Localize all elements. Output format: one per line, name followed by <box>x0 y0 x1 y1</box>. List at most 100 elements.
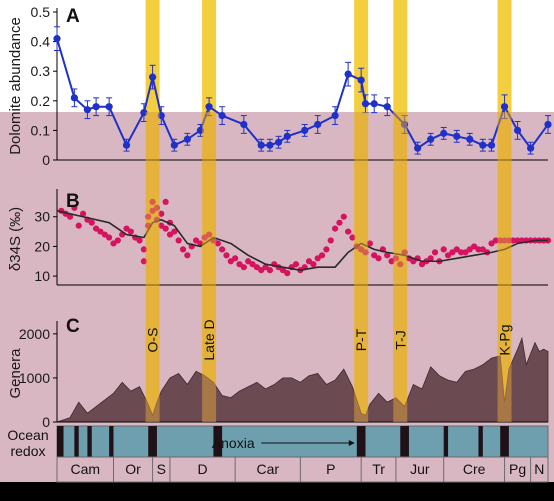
sulfur-point-90 <box>418 261 426 268</box>
sulfur-point-55 <box>266 267 274 274</box>
event-band-overlay-3 <box>393 112 408 422</box>
sulfur-point-111 <box>510 237 517 244</box>
sulfur-point-10 <box>101 231 108 238</box>
panel-a-y-axis-label: Dolomite abundance <box>7 17 24 155</box>
dolomite-point-0 <box>53 35 61 43</box>
period-label-4: Car <box>256 461 279 477</box>
sulfur-point-83 <box>388 258 395 265</box>
sulfur-point-8 <box>93 225 100 232</box>
sulfur-point-13 <box>114 237 121 244</box>
period-label-8: Cre <box>463 461 486 477</box>
geologic-period-axis: Cam Or S D Car P Tr Jur Cre Pg N <box>56 456 549 483</box>
panel-label-c: C <box>66 316 80 337</box>
sulfur-point-35 <box>179 246 187 253</box>
period-axis-frame <box>56 456 549 483</box>
period-label-5: P <box>326 461 335 477</box>
period-label-10: N <box>534 461 544 477</box>
redox-anoxic-span-10 <box>500 426 509 457</box>
sulfur-point-33 <box>171 228 178 235</box>
dolomite-point-35 <box>500 103 509 111</box>
dolomite-point-38 <box>544 120 552 129</box>
sulfur-point-49 <box>240 264 247 271</box>
dolomite-point-34 <box>487 141 496 149</box>
background-upper <box>0 0 554 112</box>
event-band-overlay-1 <box>202 112 217 422</box>
sulfur-point-28 <box>158 210 165 217</box>
dolomite-point-30 <box>440 129 448 137</box>
sulfur-point-46 <box>227 258 234 265</box>
panel-b-y-tick-label-2: 30 <box>34 209 50 225</box>
dolomite-point-29 <box>427 135 435 143</box>
dolomite-point-5 <box>122 141 131 149</box>
event-label-4: K-Pg <box>497 324 513 355</box>
dolomite-point-9 <box>170 141 178 149</box>
redox-bar <box>56 425 549 458</box>
panel-b-sulfur-isotope-chart: 10 20 30 <box>34 189 552 286</box>
sulfur-point-101 <box>466 246 473 253</box>
sulfur-point-30 <box>162 198 169 206</box>
sulfur-point-66 <box>314 255 321 262</box>
sulfur-point-67 <box>318 252 326 259</box>
dolomite-point-37 <box>527 144 535 152</box>
sulfur-point-112 <box>514 237 521 244</box>
sulfur-point-104 <box>479 246 486 253</box>
panel-c-genera-chart: 0 1000 2000 <box>19 321 549 430</box>
dolomite-point-13 <box>218 112 226 120</box>
panel-c-y-tick-label-2: 2000 <box>19 326 50 342</box>
sulfur-point-73 <box>345 228 352 235</box>
sulfur-point-65 <box>310 261 317 268</box>
redox-anoxic-span-2 <box>87 426 92 457</box>
sulfur-point-34 <box>175 237 182 244</box>
panel-c-y-axis-label: Genera <box>7 348 24 399</box>
dolomite-point-15 <box>257 141 265 149</box>
redox-label-line-2: redox <box>10 443 45 459</box>
text-layer: Dolomite abundance δ34S (‰) Genera A B C O-S La… <box>7 6 513 399</box>
redox-anoxic-span-0 <box>57 426 64 457</box>
panel-b-y-tick-label-1: 20 <box>34 238 50 254</box>
dolomite-point-16 <box>266 141 274 149</box>
panel-label-a: A <box>66 6 80 27</box>
dolomite-point-19 <box>301 126 309 134</box>
sulfur-point-5 <box>79 210 87 217</box>
event-bands-overlay <box>145 112 512 422</box>
panel-a-y-tick-label-0: 0 <box>42 152 50 168</box>
redox-anoxic-span-1 <box>74 426 79 457</box>
sulfur-point-36 <box>184 252 191 259</box>
sulfur-point-18 <box>136 237 143 244</box>
sulfur-point-15 <box>123 225 130 232</box>
event-band-overlay-2 <box>354 112 369 422</box>
sulfur-point-50 <box>245 258 252 265</box>
redox-label-line-1: Ocean <box>7 427 48 443</box>
dolomite-point-17 <box>275 138 283 146</box>
dolomite-point-2 <box>83 106 92 114</box>
sulfur-point-9 <box>97 228 104 235</box>
redox-anoxic-span-7 <box>400 426 409 457</box>
sulfur-point-59 <box>284 270 291 277</box>
sulfur-point-3 <box>71 204 78 211</box>
sulfur-point-51 <box>249 261 256 268</box>
sulfur-point-93 <box>431 249 439 256</box>
period-label-7: Jur <box>410 461 430 477</box>
sulfur-point-29 <box>162 225 169 232</box>
panel-c-y-tick-label-0: 0 <box>42 414 50 430</box>
panel-a-y-tick-label-5: 0.5 <box>31 4 51 20</box>
event-label-1: Late D <box>201 319 217 360</box>
sulfur-point-74 <box>349 234 356 241</box>
panel-a-dolomite-chart: 0 0.1 0.2 0.3 0.4 0.5 <box>31 4 552 168</box>
sulfur-point-71 <box>336 219 343 226</box>
sulfur-point-96 <box>444 252 452 259</box>
period-label-0: Cam <box>70 461 100 477</box>
background-bottom-strip <box>0 482 554 501</box>
redox-anoxic-span-9 <box>478 426 483 457</box>
redox-anoxic-span-6 <box>356 426 366 457</box>
event-label-0: O-S <box>145 328 161 353</box>
sulfur-point-79 <box>371 252 378 259</box>
sulfur-point-95 <box>440 246 447 253</box>
dolomite-point-22 <box>344 70 352 78</box>
period-label-9: Pg <box>509 461 526 477</box>
sulfur-point-92 <box>427 255 434 262</box>
dolomite-point-1 <box>70 94 78 102</box>
dolomite-point-4 <box>105 103 113 111</box>
redox-anoxia-arrow-head <box>348 440 355 446</box>
